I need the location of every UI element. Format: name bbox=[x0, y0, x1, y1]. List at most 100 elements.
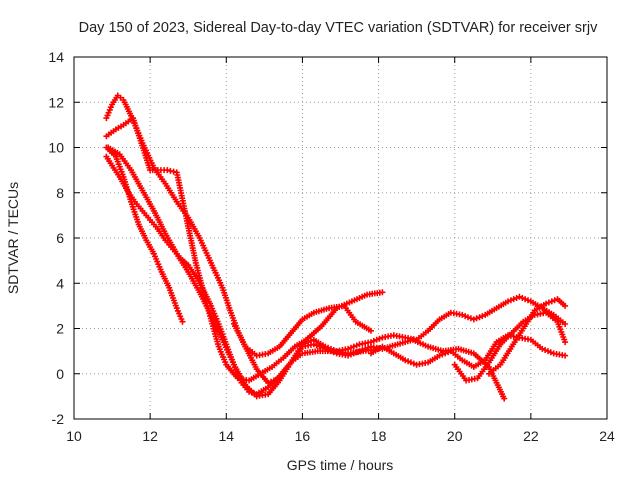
series-track-1 bbox=[103, 92, 374, 359]
data-point bbox=[150, 250, 164, 273]
data-point bbox=[436, 349, 452, 359]
y-axis-label: SDTVAR / TECUs bbox=[5, 182, 21, 294]
data-point bbox=[109, 162, 122, 178]
data-point bbox=[562, 352, 569, 359]
data-point bbox=[135, 221, 149, 241]
data-point bbox=[303, 324, 323, 343]
y-tick-label: 2 bbox=[56, 321, 64, 337]
data-point bbox=[554, 296, 567, 308]
data-point bbox=[150, 207, 168, 235]
data-point bbox=[497, 345, 514, 368]
data-point bbox=[181, 205, 199, 264]
data-point bbox=[520, 309, 537, 332]
data-point bbox=[139, 207, 152, 221]
data-point bbox=[345, 342, 360, 352]
data-point bbox=[230, 361, 248, 386]
data-point bbox=[223, 361, 240, 380]
series-track-8 bbox=[451, 309, 569, 384]
y-tick-label: 4 bbox=[56, 275, 64, 291]
data-point bbox=[158, 268, 172, 289]
y-tick-label: -2 bbox=[52, 411, 65, 427]
data-point bbox=[242, 382, 258, 398]
x-tick-label: 22 bbox=[523, 428, 539, 444]
data-point bbox=[164, 167, 177, 175]
data-point bbox=[299, 337, 314, 348]
data-point bbox=[482, 306, 498, 318]
data-point bbox=[116, 151, 133, 171]
y-tick-label: 6 bbox=[56, 230, 64, 246]
data-point bbox=[364, 289, 383, 298]
data-point bbox=[310, 336, 326, 349]
data-point bbox=[242, 343, 259, 370]
data-point bbox=[543, 309, 559, 323]
data-point bbox=[196, 235, 213, 264]
data-point bbox=[200, 287, 213, 307]
data-point bbox=[276, 361, 293, 382]
data-point bbox=[154, 225, 167, 241]
data-point bbox=[147, 167, 159, 174]
data-point bbox=[318, 307, 338, 330]
data-point bbox=[253, 351, 269, 359]
grid bbox=[74, 57, 607, 419]
data-point bbox=[179, 318, 186, 325]
data-point bbox=[505, 295, 520, 305]
data-point bbox=[265, 376, 280, 386]
data-point bbox=[173, 250, 190, 273]
data-point bbox=[459, 311, 474, 322]
data-point bbox=[185, 268, 202, 293]
data-point bbox=[120, 116, 134, 128]
data-point bbox=[208, 259, 225, 289]
y-tick-label: 0 bbox=[56, 366, 64, 382]
data-point bbox=[459, 357, 475, 369]
x-tick-label: 20 bbox=[447, 428, 463, 444]
data-point bbox=[269, 356, 285, 370]
data-point bbox=[112, 153, 126, 178]
x-tick-label: 14 bbox=[218, 428, 234, 444]
data-point bbox=[486, 364, 507, 400]
data-point bbox=[139, 187, 156, 212]
data-point bbox=[356, 344, 372, 355]
data-point bbox=[192, 273, 206, 291]
x-axis-label: GPS time / hours bbox=[287, 457, 394, 473]
data-point bbox=[501, 395, 508, 402]
plot-frame bbox=[73, 56, 608, 420]
data-point bbox=[425, 343, 444, 354]
data-point bbox=[227, 307, 240, 332]
data-point bbox=[486, 363, 502, 377]
y-tick-label: 14 bbox=[48, 49, 64, 65]
x-tick-label: 12 bbox=[142, 428, 158, 444]
data-point bbox=[539, 345, 554, 356]
data-point bbox=[543, 297, 558, 307]
y-tick-label: 8 bbox=[56, 185, 64, 201]
data-point bbox=[120, 173, 134, 203]
data-point bbox=[352, 318, 372, 333]
data-point bbox=[288, 343, 304, 366]
data-point bbox=[219, 284, 233, 311]
data-point bbox=[299, 311, 315, 323]
data-point bbox=[368, 327, 374, 334]
x-tick-label: 24 bbox=[599, 428, 615, 444]
data-point bbox=[508, 327, 525, 350]
data-point bbox=[265, 379, 281, 398]
data-point bbox=[173, 305, 185, 322]
series-track-6 bbox=[230, 293, 569, 386]
data-point bbox=[470, 358, 486, 370]
data-point bbox=[162, 230, 179, 255]
data-points bbox=[103, 92, 569, 402]
chart-title: Day 150 of 2023, Sidereal Day-to-day VTE… bbox=[79, 20, 598, 36]
x-tick-label: 16 bbox=[295, 428, 311, 444]
data-point bbox=[103, 128, 117, 140]
data-point bbox=[154, 167, 168, 174]
data-point bbox=[265, 345, 281, 357]
y-tick-label: 10 bbox=[48, 140, 64, 156]
data-point bbox=[208, 311, 225, 341]
data-point bbox=[562, 339, 569, 346]
series-track-9 bbox=[486, 296, 569, 377]
data-point bbox=[276, 332, 293, 350]
data-point bbox=[322, 343, 337, 353]
data-point bbox=[105, 144, 121, 156]
data-point bbox=[128, 167, 145, 192]
data-point bbox=[447, 348, 463, 362]
data-point bbox=[516, 293, 531, 304]
